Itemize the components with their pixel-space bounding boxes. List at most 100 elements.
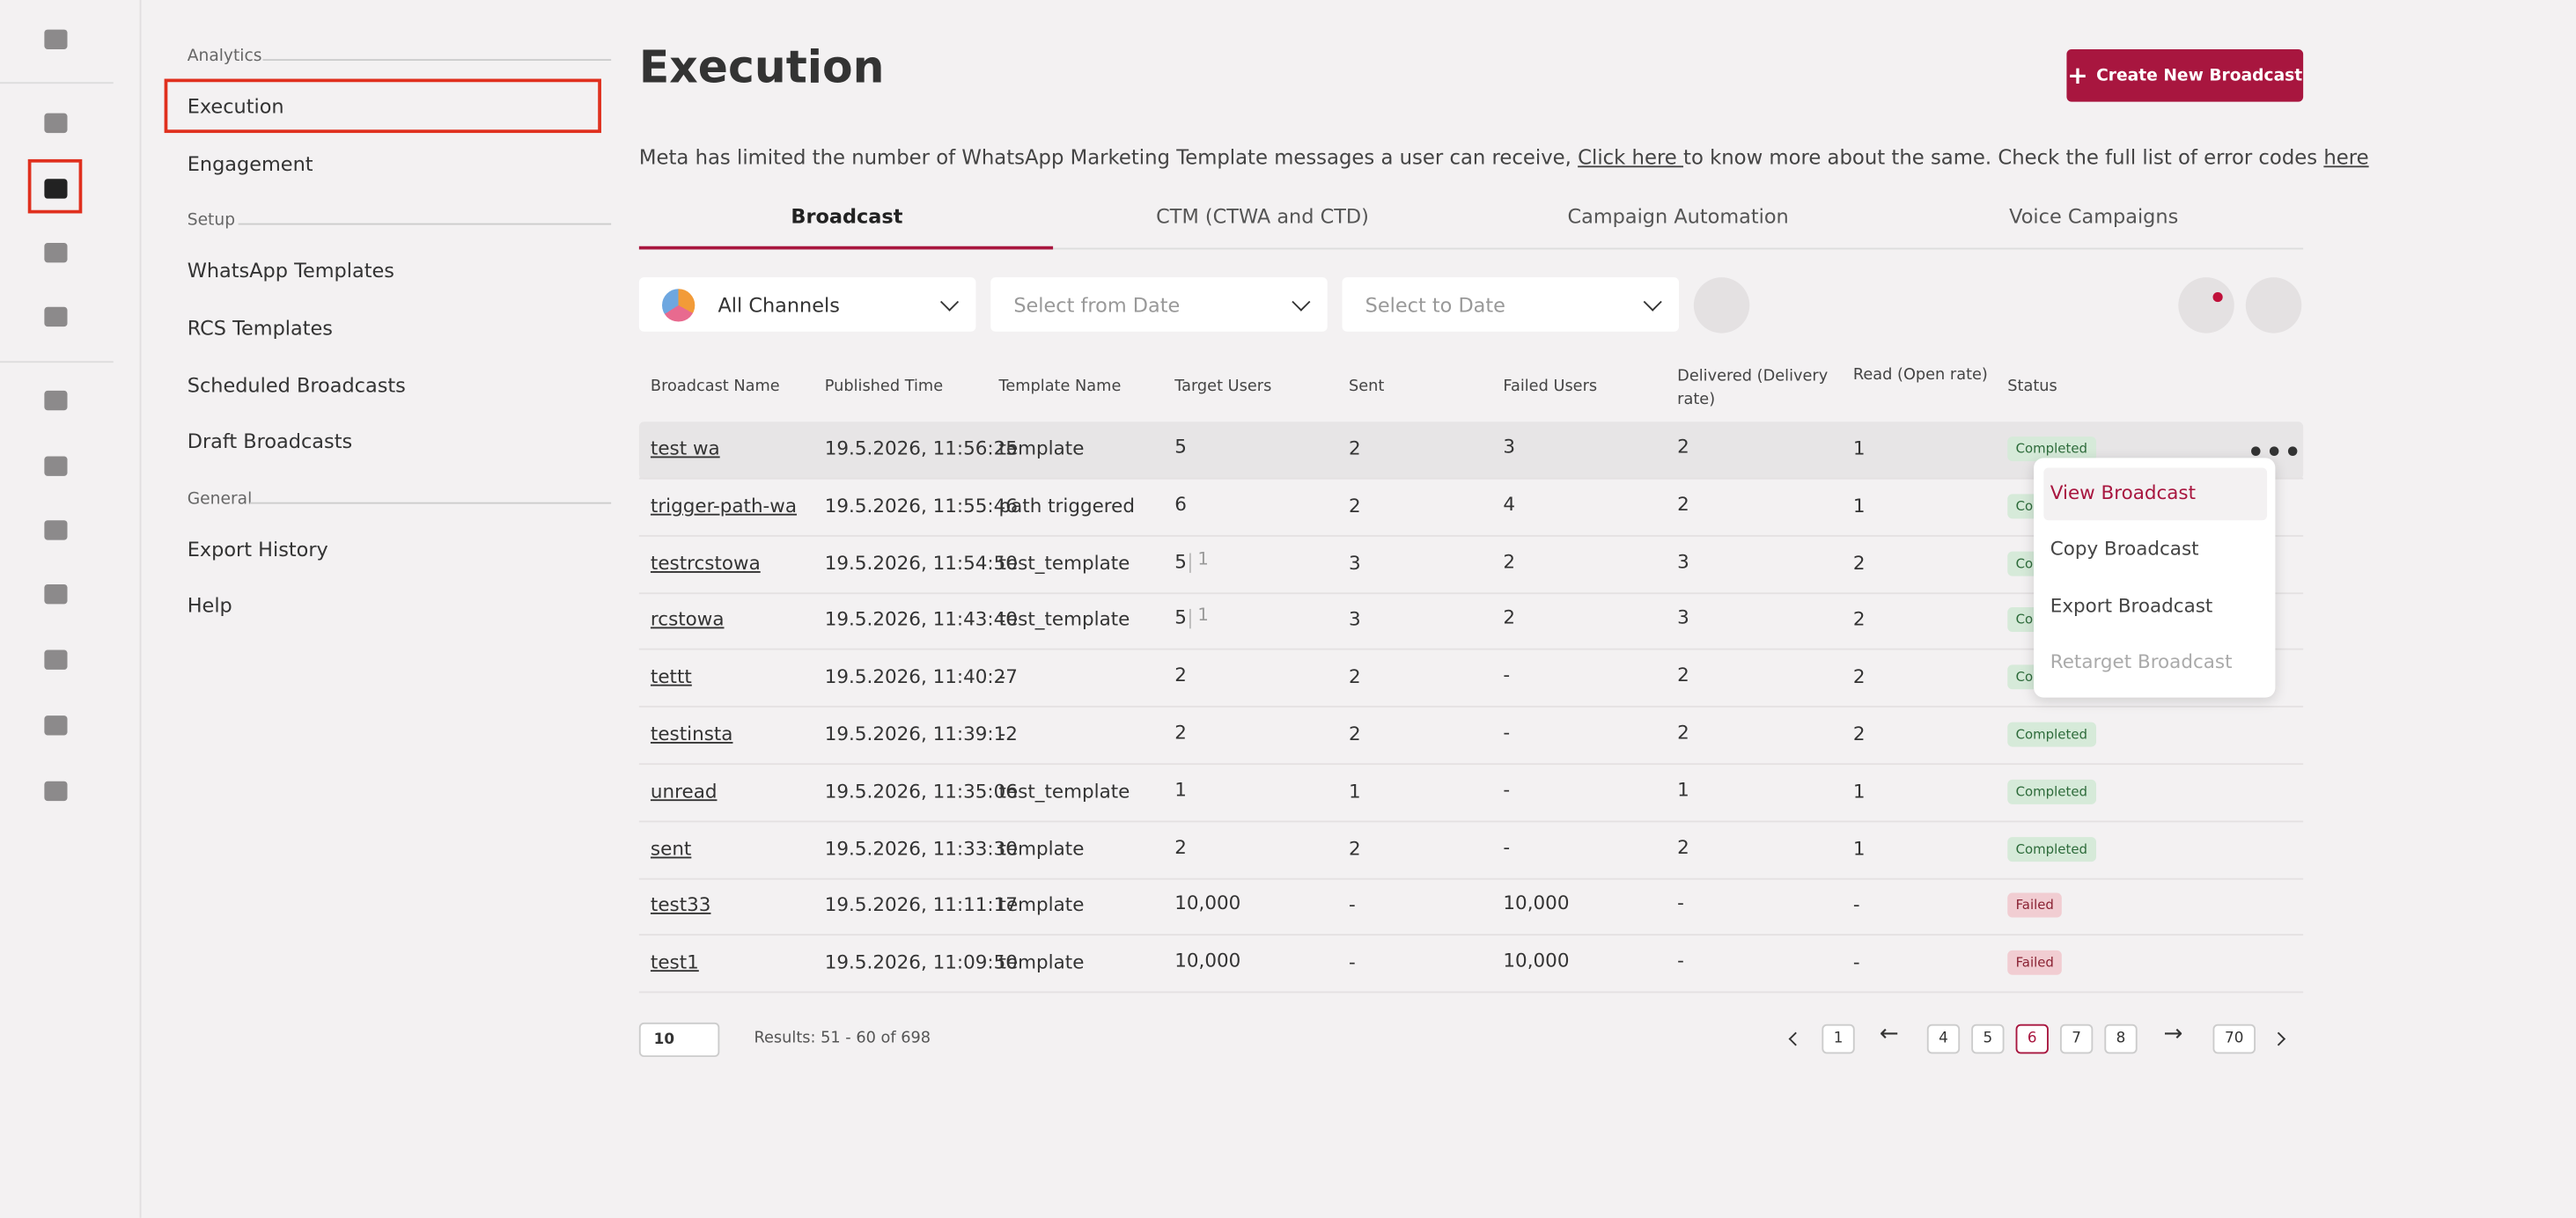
sidebar-item[interactable]: Engagement bbox=[187, 152, 313, 176]
nav-icon[interactable] bbox=[44, 715, 68, 736]
tab[interactable]: CTM (CTWA and CTD) bbox=[1156, 205, 1369, 229]
sidebar-item[interactable]: Execution bbox=[187, 95, 284, 119]
menu-item[interactable]: Copy Broadcast bbox=[2050, 537, 2199, 561]
nav-icon[interactable] bbox=[44, 113, 68, 134]
separator bbox=[1189, 609, 1191, 630]
cell[interactable]: tettt bbox=[650, 664, 692, 688]
nav-icon[interactable] bbox=[44, 390, 68, 411]
menu-item[interactable]: Retarget Broadcast bbox=[2050, 649, 2233, 673]
sidebar-item[interactable]: Scheduled Broadcasts bbox=[187, 374, 406, 398]
page-button[interactable]: 8 bbox=[2104, 1024, 2138, 1054]
cell: 19.5.2026, 11:11:17 bbox=[824, 893, 1018, 917]
notice-link1[interactable]: Click here bbox=[1578, 145, 1684, 170]
row-line bbox=[638, 591, 2304, 594]
tab[interactable]: Voice Campaigns bbox=[2009, 205, 2179, 229]
nav-icon[interactable] bbox=[44, 781, 68, 802]
nav-icon[interactable] bbox=[44, 179, 68, 199]
cell: 10,000 bbox=[1503, 891, 1570, 915]
page-button[interactable]: 70 bbox=[2212, 1024, 2256, 1054]
cell: 2 bbox=[1348, 836, 1361, 860]
cell: - bbox=[1852, 893, 1860, 917]
sort-button[interactable] bbox=[2178, 277, 2234, 334]
cell: test_template bbox=[998, 779, 1130, 803]
column-header: Delivered (Delivery rate) bbox=[1677, 367, 1829, 409]
cell: 19.5.2026, 11:55:46 bbox=[824, 493, 1018, 517]
row-line bbox=[638, 991, 2304, 994]
page-size[interactable]: 10 bbox=[638, 1022, 720, 1058]
filter-channel[interactable]: All Channels bbox=[638, 277, 976, 332]
sidebar-item[interactable]: Draft Broadcasts bbox=[187, 429, 353, 453]
cell: 1 bbox=[1852, 493, 1866, 517]
filter-label: All Channels bbox=[718, 292, 840, 317]
next[interactable] bbox=[2271, 1031, 2286, 1046]
sidebar-item[interactable]: Export History bbox=[187, 538, 328, 561]
sidebar-item[interactable]: Help bbox=[187, 594, 232, 618]
notice-link2[interactable]: here bbox=[2323, 145, 2369, 170]
cell: 4 bbox=[1503, 492, 1516, 516]
cell: 19.5.2026, 11:56:25 bbox=[824, 437, 1018, 460]
cell: - bbox=[1503, 834, 1511, 858]
cell: 3 bbox=[1677, 549, 1689, 573]
menu-item[interactable]: Export Broadcast bbox=[2050, 593, 2213, 617]
tab-line bbox=[638, 247, 2304, 250]
page-button[interactable]: 6 bbox=[2015, 1024, 2049, 1054]
more-button[interactable] bbox=[2245, 277, 2302, 334]
filter-from[interactable]: Select from Date bbox=[990, 277, 1328, 332]
cell[interactable]: testinsta bbox=[650, 722, 733, 745]
cell: 1 bbox=[1348, 779, 1361, 803]
cell: - bbox=[1503, 777, 1511, 801]
filter-label: Select to Date bbox=[1365, 292, 1505, 317]
status-badge: Completed bbox=[2007, 836, 2096, 862]
notice-text: Meta has limited the number of WhatsApp … bbox=[638, 145, 1579, 170]
nav-icon[interactable] bbox=[44, 456, 68, 476]
active-icon-box bbox=[27, 158, 83, 214]
sidebar-item[interactable]: WhatsApp Templates bbox=[187, 259, 394, 282]
nav-icon[interactable] bbox=[44, 306, 68, 327]
tab[interactable]: Campaign Automation bbox=[1567, 205, 1789, 229]
nav-icon[interactable] bbox=[44, 583, 68, 605]
cell[interactable]: test wa bbox=[650, 437, 720, 460]
nav-icon[interactable] bbox=[44, 29, 68, 49]
nav-icon[interactable] bbox=[44, 649, 68, 670]
column-header: Target Users bbox=[1174, 377, 1272, 396]
cell[interactable]: testrcstowa bbox=[650, 550, 761, 574]
icon-rail bbox=[0, 0, 142, 1218]
tab[interactable]: Broadcast bbox=[791, 205, 903, 229]
cell[interactable]: test33 bbox=[650, 893, 711, 917]
page-button[interactable]: 4 bbox=[1926, 1024, 1961, 1054]
cell[interactable]: test1 bbox=[650, 950, 699, 974]
page-button[interactable]: → bbox=[2163, 1021, 2183, 1047]
cell[interactable]: rcstowa bbox=[650, 607, 725, 631]
page-button[interactable]: 1 bbox=[1822, 1024, 1855, 1054]
filter-to[interactable]: Select to Date bbox=[1342, 277, 1680, 332]
cell: 2 bbox=[1348, 664, 1361, 688]
cell: template bbox=[998, 950, 1085, 974]
cell: 2 bbox=[1852, 607, 1866, 631]
nav-icon[interactable] bbox=[44, 243, 68, 263]
page-button[interactable]: 5 bbox=[1971, 1024, 2005, 1054]
row-line bbox=[638, 706, 2304, 708]
cell: 1 bbox=[1677, 777, 1689, 801]
cell: - bbox=[998, 722, 1006, 745]
download-button[interactable] bbox=[1693, 277, 1750, 334]
section-label: Analytics bbox=[187, 48, 262, 66]
menu-item[interactable]: View Broadcast bbox=[2050, 481, 2197, 504]
cell: 5 bbox=[1174, 549, 1187, 573]
cell[interactable]: trigger-path-wa bbox=[650, 493, 798, 517]
notice-middle: to know more about the same. Check the f… bbox=[1683, 145, 2324, 170]
cell[interactable]: sent bbox=[650, 836, 692, 860]
sidebar-item[interactable]: RCS Templates bbox=[187, 316, 333, 341]
page-button[interactable]: ← bbox=[1879, 1021, 1899, 1047]
cell[interactable]: unread bbox=[650, 779, 718, 803]
column-header: Published Time bbox=[824, 377, 944, 396]
cell: 19.5.2026, 11:35:06 bbox=[824, 779, 1018, 803]
create-button[interactable]: + Create New Broadcast bbox=[2066, 48, 2304, 102]
cell: 19.5.2026, 11:39:12 bbox=[824, 722, 1018, 745]
cell: 2 bbox=[1348, 437, 1361, 460]
page-button[interactable]: 7 bbox=[2059, 1024, 2094, 1054]
cell: 2 bbox=[1174, 834, 1187, 858]
nav-icon[interactable] bbox=[44, 520, 68, 540]
prev[interactable] bbox=[1788, 1031, 1803, 1046]
status-badge: Failed bbox=[2007, 893, 2063, 919]
column-header: Read (Open rate) bbox=[1852, 365, 1988, 385]
